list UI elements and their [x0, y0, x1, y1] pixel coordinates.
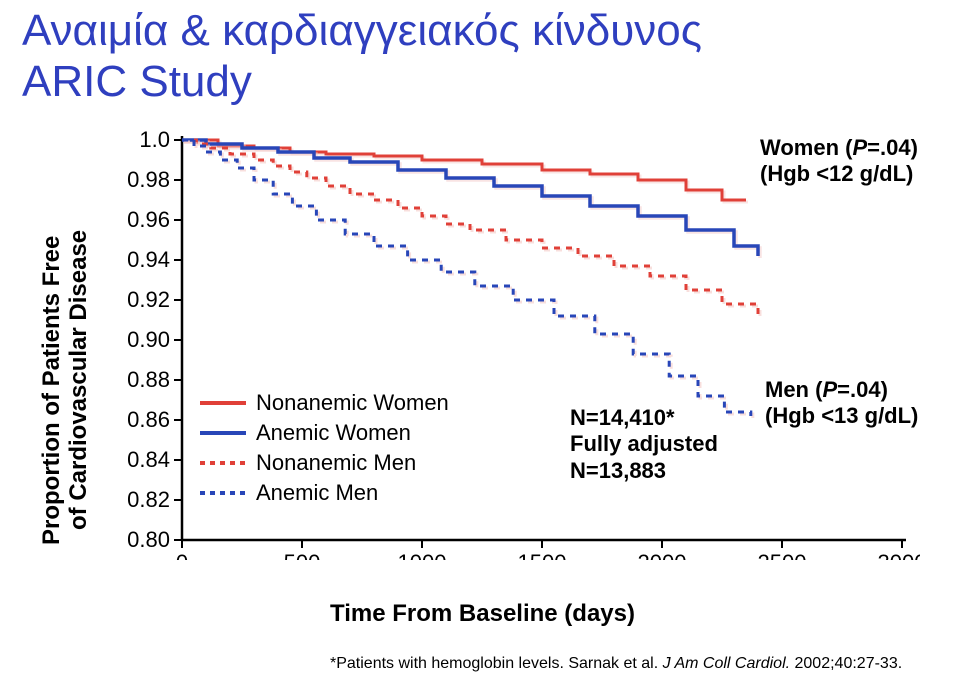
svg-text:0.88: 0.88 — [127, 367, 170, 392]
svg-text:0.92: 0.92 — [127, 287, 170, 312]
legend-swatch — [200, 453, 246, 473]
y-axis-label: Proportion of Patients Free — [38, 236, 66, 545]
svg-text:0.80: 0.80 — [127, 527, 170, 552]
svg-text:0.82: 0.82 — [127, 487, 170, 512]
slide-title: Αναιμία & καρδιαγγειακός κίνδυνος ARIC S… — [22, 6, 702, 107]
slide: { "title_line1": "Αναιμία & καρδιαγγειακ… — [0, 0, 960, 693]
svg-text:500: 500 — [284, 550, 321, 560]
n-annotation: N=14,410* Fully adjusted N=13,883 — [570, 405, 718, 484]
title-line2: ARIC Study — [22, 57, 252, 106]
legend-swatch — [200, 393, 246, 413]
legend-label: Anemic Women — [256, 420, 411, 446]
y-axis-label-2-wrap: of Cardiovascular Disease — [65, 230, 93, 530]
svg-text:0.86: 0.86 — [127, 407, 170, 432]
footnote: *Patients with hemoglobin levels. Sarnak… — [330, 655, 902, 673]
legend-row: Anemic Men — [200, 478, 449, 508]
legend: Nonanemic Women Anemic Women Nonanemic Men… — [200, 388, 449, 508]
legend-row: Anemic Women — [200, 418, 449, 448]
svg-text:2000: 2000 — [638, 550, 687, 560]
legend-label: Anemic Men — [256, 480, 378, 506]
legend-label: Nonanemic Women — [256, 390, 449, 416]
legend-label: Nonanemic Men — [256, 450, 416, 476]
svg-text:1500: 1500 — [518, 550, 567, 560]
svg-text:0.94: 0.94 — [127, 247, 170, 272]
men-note: Men (P=.04) (Hgb <13 g/dL) — [765, 377, 918, 430]
legend-row: Nonanemic Men — [200, 448, 449, 478]
women-note: Women (P=.04) (Hgb <12 g/dL) — [760, 135, 918, 188]
n-l3: N=13,883 — [570, 458, 666, 483]
men-note-l2: (Hgb <13 g/dL) — [765, 403, 918, 428]
n-l1: N=14,410* — [570, 405, 675, 430]
y-axis-label-1: Proportion of Patients Free — [38, 236, 65, 545]
y-axis-label-2: of Cardiovascular Disease — [65, 230, 92, 530]
svg-text:2500: 2500 — [758, 550, 807, 560]
svg-text:1.0: 1.0 — [139, 130, 170, 152]
svg-text:0.96: 0.96 — [127, 207, 170, 232]
svg-text:0.84: 0.84 — [127, 447, 170, 472]
svg-text:1000: 1000 — [398, 550, 447, 560]
legend-row: Nonanemic Women — [200, 388, 449, 418]
x-axis-label: Time From Baseline (days) — [330, 600, 635, 628]
svg-text:0: 0 — [176, 550, 188, 560]
women-note-l2: (Hgb <12 g/dL) — [760, 161, 913, 186]
svg-text:0.90: 0.90 — [127, 327, 170, 352]
title-line1: Αναιμία & καρδιαγγειακός κίνδυνος — [22, 6, 702, 55]
svg-text:0.98: 0.98 — [127, 167, 170, 192]
legend-swatch — [200, 423, 246, 443]
n-l2: Fully adjusted — [570, 431, 718, 456]
svg-text:3000: 3000 — [878, 550, 920, 560]
legend-swatch — [200, 483, 246, 503]
